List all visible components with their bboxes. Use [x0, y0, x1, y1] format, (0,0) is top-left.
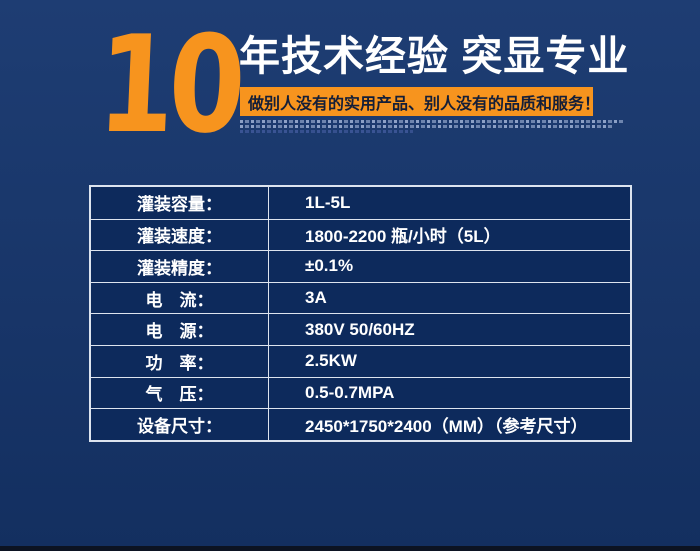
spec-value: 1800-2200 瓶/小时（5L） [305, 227, 501, 247]
spec-table: 灌装容量： 1L-5L 灌装速度： 1800-2200 瓶/小时（5L） 灌装精… [89, 185, 632, 442]
spec-label: 灌装容量： [91, 187, 269, 219]
slogan-text: 做别人没有的实用产品、别人没有的品质和服务！ [248, 95, 601, 113]
table-row: 功 率： 2.5KW [91, 344, 630, 377]
table-row: 电 源： 380V 50/60HZ [91, 313, 630, 345]
spec-value: ±0.1% [305, 256, 354, 276]
spec-label: 气 压： [91, 377, 269, 409]
spec-value: 3A [305, 288, 327, 308]
micro-text-lines [240, 120, 624, 135]
spec-label: 电 源： [91, 314, 269, 345]
spec-label: 灌装速度： [91, 219, 269, 251]
table-row: 气 压： 0.5-0.7MPA [91, 376, 630, 409]
spec-value: 0.5-0.7MPA [305, 382, 395, 402]
spec-label: 灌装精度： [91, 251, 269, 282]
table-row: 灌装容量： 1L-5L [91, 187, 630, 219]
spec-value: 380V 50/60HZ [305, 319, 415, 339]
spec-value: 2450*1750*2400（MM）（参考尺寸） [305, 416, 588, 436]
micro-text-line [240, 120, 624, 123]
spec-value: 2.5KW [305, 351, 357, 371]
table-row: 灌装精度： ±0.1% [91, 250, 630, 282]
spec-label: 设备尺寸： [91, 409, 269, 440]
spec-label: 功 率： [91, 345, 269, 377]
table-row: 设备尺寸： 2450*1750*2400（MM）（参考尺寸） [91, 408, 630, 440]
table-row: 灌装速度： 1800-2200 瓶/小时（5L） [91, 218, 630, 251]
page-title: 年技术经验 突显专业 [239, 33, 630, 79]
bottom-bar [0, 546, 700, 551]
table-row: 电 流： 3A [91, 281, 630, 314]
micro-text-line [240, 130, 413, 133]
slogan-banner: 做别人没有的实用产品、别人没有的品质和服务！ [240, 87, 600, 116]
big-number-10: 10 [94, 7, 243, 163]
spec-value: 1L-5L [305, 192, 351, 212]
spec-label: 电 流： [91, 282, 269, 314]
micro-text-line [240, 125, 613, 128]
